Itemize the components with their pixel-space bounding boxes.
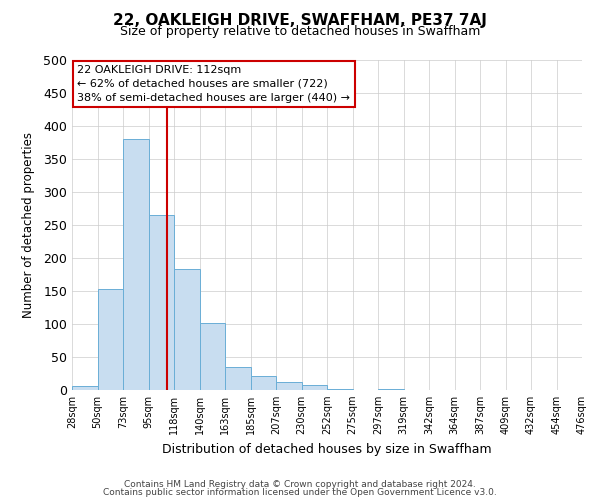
Bar	[72, 386, 97, 390]
Text: 22, OAKLEIGH DRIVE, SWAFFHAM, PE37 7AJ: 22, OAKLEIGH DRIVE, SWAFFHAM, PE37 7AJ	[113, 12, 487, 28]
Bar	[327, 388, 353, 390]
Bar	[97, 289, 123, 390]
Text: 22 OAKLEIGH DRIVE: 112sqm
← 62% of detached houses are smaller (722)
38% of semi: 22 OAKLEIGH DRIVE: 112sqm ← 62% of detac…	[77, 65, 350, 103]
Text: Size of property relative to detached houses in Swaffham: Size of property relative to detached ho…	[120, 25, 480, 38]
Bar	[149, 215, 174, 390]
Bar	[276, 382, 302, 390]
Text: Contains public sector information licensed under the Open Government Licence v3: Contains public sector information licen…	[103, 488, 497, 497]
Bar	[225, 367, 251, 390]
Text: Contains HM Land Registry data © Crown copyright and database right 2024.: Contains HM Land Registry data © Crown c…	[124, 480, 476, 489]
Bar	[199, 324, 225, 390]
Bar	[302, 384, 327, 390]
Bar	[378, 388, 404, 390]
X-axis label: Distribution of detached houses by size in Swaffham: Distribution of detached houses by size …	[162, 442, 492, 456]
Bar	[174, 268, 199, 390]
Bar	[123, 138, 149, 390]
Y-axis label: Number of detached properties: Number of detached properties	[22, 132, 35, 318]
Bar	[251, 376, 276, 390]
